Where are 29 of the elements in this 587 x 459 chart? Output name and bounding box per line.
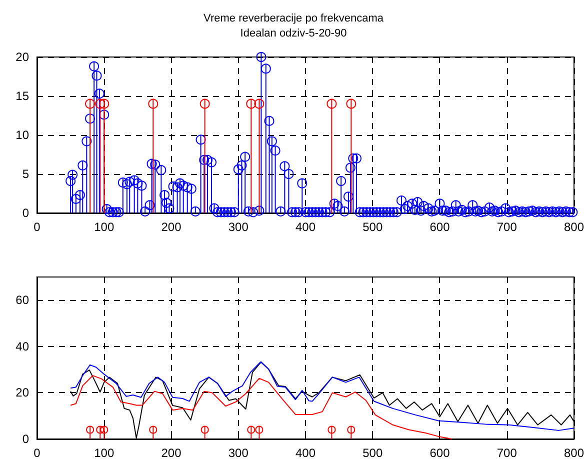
- x-tick-label: 300: [228, 446, 249, 459]
- x-tick-label: 800: [564, 220, 584, 234]
- x-tick-label: 500: [362, 446, 383, 459]
- x-tick-label: 500: [362, 220, 383, 234]
- y-tick-label: 0: [22, 432, 30, 446]
- x-tick-label: 0: [34, 446, 41, 459]
- x-tick-label: 400: [295, 220, 316, 234]
- x-tick-label: 100: [94, 446, 114, 459]
- x-tick-label: 100: [94, 220, 114, 234]
- x-tick-label: 700: [496, 220, 518, 234]
- x-tick-label: 800: [564, 446, 584, 459]
- x-tick-label: 0: [34, 220, 41, 234]
- y-tick-label: 10: [16, 128, 30, 142]
- x-tick-label: 300: [228, 220, 249, 234]
- x-tick-label: 600: [430, 220, 450, 234]
- y-tick-label: 0: [22, 206, 30, 220]
- x-tick-label: 200: [161, 220, 182, 234]
- x-tick-label: 700: [496, 446, 518, 459]
- chart-title: Vreme reverberacije po frekvencama: [204, 12, 384, 24]
- chart-subtitle: Idealan odziv-5-20-90: [240, 28, 347, 40]
- x-tick-label: 200: [161, 446, 182, 459]
- y-tick-label: 40: [16, 339, 30, 354]
- y-tick-label: 5: [22, 167, 30, 181]
- x-tick-label: 600: [430, 446, 450, 459]
- y-tick-label: 60: [16, 293, 30, 308]
- y-tick-label: 15: [16, 89, 30, 103]
- y-tick-label: 20: [16, 50, 30, 64]
- x-tick-label: 400: [295, 446, 316, 459]
- y-tick-label: 20: [16, 386, 30, 400]
